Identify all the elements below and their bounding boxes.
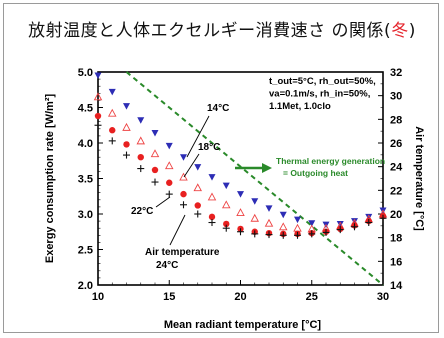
annotation-24c: 24°C (156, 260, 178, 271)
leader-22c (155, 196, 171, 208)
marker-14c (336, 220, 344, 228)
plot-frame (97, 71, 384, 286)
marker-18c (193, 183, 203, 192)
marker-18c (93, 92, 103, 101)
marker-22c (123, 141, 130, 148)
marker-14c (265, 205, 273, 212)
y2-tick-label: 32 (390, 67, 402, 79)
conditions-text: t_out=5°C, rh_out=50%, (269, 76, 376, 87)
x-axis-title: Mean radiant temperature [°C] (164, 319, 322, 331)
marker-14c (123, 103, 130, 110)
arrow-text-line1: Thermal energy generation (276, 156, 385, 166)
marker-22c (151, 166, 159, 174)
arrow-text-line2: = Outgoing heat (283, 168, 348, 178)
marker-14c (208, 174, 216, 181)
y2-tick-label: 26 (390, 138, 402, 150)
marker-18c (250, 213, 260, 222)
title-end: ) (408, 21, 416, 41)
y-tick-label: 3.0 (78, 209, 93, 221)
marker-14c (108, 88, 116, 96)
marker-22c (94, 112, 102, 120)
marker-18c (236, 208, 245, 217)
chart-layer: 2.0 2.5 3.0 3.5 4.0 4.5 5.0 14 16 18 20 22 24 26 28 30 3… (44, 67, 425, 331)
marker-22c (208, 213, 216, 221)
annotation-14c: 14°C (207, 103, 229, 114)
marker-18c (278, 222, 288, 231)
marker-22c (194, 202, 201, 209)
annotation-22c: 22°C (131, 206, 153, 217)
y2-tick-label: 30 (390, 91, 402, 103)
leader-24c (169, 214, 186, 246)
marker-14c (222, 182, 230, 190)
title-accent: 冬 (391, 21, 409, 41)
marker-14c (365, 213, 373, 221)
marker-14c (165, 142, 173, 150)
annotation-air-temperature: Air temperature (145, 247, 220, 258)
y2-tick-label: 14 (390, 280, 403, 292)
slide-frame (3, 3, 439, 333)
marker-14c (251, 198, 259, 205)
marker-22c (137, 154, 144, 161)
marker-18c (136, 136, 146, 145)
y-tick-label: 2.5 (78, 245, 93, 257)
y2-tick-label: 20 (390, 209, 402, 221)
marker-14c (180, 154, 187, 161)
marker-22c (180, 190, 187, 198)
y-tick-label: 4.0 (78, 138, 93, 150)
marker-14c (237, 191, 244, 198)
marker-18c (150, 149, 160, 158)
marker-14c (151, 130, 159, 137)
marker-18c (207, 192, 217, 201)
x-tick-label: 30 (377, 291, 389, 303)
x-tick-label: 25 (306, 291, 318, 303)
slide-title: 放射温度と人体エクセルギー消費速さ の関係(冬) (0, 16, 444, 41)
y-tick-label: 3.5 (78, 174, 93, 186)
y-tick-label: 5.0 (78, 67, 93, 79)
y2-tick-label: 16 (390, 256, 402, 268)
marker-18c (264, 218, 274, 227)
marker-14c (94, 72, 102, 80)
marker-14c (194, 164, 202, 171)
y-axis-title: Exergy consumption rate [W/m²] (44, 94, 56, 264)
y2-tick-label: 22 (390, 185, 402, 197)
marker-14c (308, 220, 316, 227)
marker-14c (137, 117, 145, 124)
marker-22c (109, 127, 116, 134)
y2-tick-label: 24 (390, 162, 403, 174)
marker-22c (166, 179, 173, 186)
y2-tick-label: 18 (390, 233, 402, 245)
x-tick-label: 10 (92, 291, 104, 303)
x-tick-label: 15 (163, 291, 175, 303)
conditions-text: va=0.1m/s, rh_in=50%, (269, 89, 370, 100)
leader-18c (183, 153, 200, 178)
equality-line (125, 71, 384, 286)
y2-tick-label: 28 (390, 114, 402, 126)
leader-14c (186, 115, 210, 158)
title-main: 放射温度と人体エクセルギー消費速さ の関係( (28, 21, 392, 41)
conditions-text: 1.1Met, 1.0clo (269, 101, 331, 112)
y2-axis-title: Air temperature [°C] (413, 126, 425, 231)
marker-18c (293, 223, 302, 232)
marker-22c (223, 220, 230, 228)
marker-14c (351, 218, 358, 225)
marker-18c (164, 161, 174, 170)
marker-18c (122, 122, 131, 131)
marker-14c (294, 216, 301, 224)
marker-18c (179, 172, 188, 181)
green-arrow-head (262, 163, 272, 173)
marker-18c (221, 200, 231, 209)
annotation-18c: 18°C (198, 142, 220, 153)
x-tick-label: 20 (234, 291, 246, 303)
y-tick-label: 4.5 (78, 103, 93, 115)
y-tick-label: 2.0 (78, 280, 93, 292)
marker-18c (107, 108, 117, 117)
marker-14c (279, 211, 287, 219)
